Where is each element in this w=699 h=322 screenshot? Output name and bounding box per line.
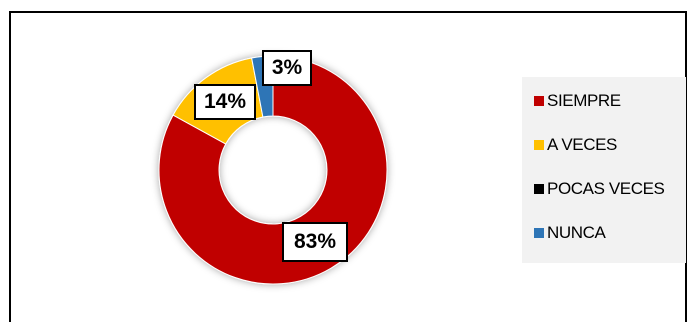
legend-swatch-pocas-veces bbox=[534, 184, 544, 194]
legend-item-nunca: NUNCA bbox=[534, 223, 606, 243]
legend-item-a-veces: A VECES bbox=[534, 135, 617, 155]
legend-swatch-a-veces bbox=[534, 140, 544, 150]
legend-swatch-nunca bbox=[534, 228, 544, 238]
data-label-nunca: 3% bbox=[262, 50, 312, 86]
legend-label-nunca: NUNCA bbox=[547, 223, 606, 242]
legend-label-pocas-veces: POCAS VECES bbox=[547, 179, 665, 198]
data-label-siempre: 83% bbox=[282, 222, 348, 262]
legend-label-a-veces: A VECES bbox=[547, 135, 617, 154]
legend-swatch-siempre bbox=[534, 96, 544, 106]
legend: SIEMPRE A VECES POCAS VECES NUNCA bbox=[522, 77, 686, 263]
legend-label-siempre: SIEMPRE bbox=[547, 91, 621, 110]
legend-item-pocas-veces: POCAS VECES bbox=[534, 179, 665, 199]
data-label-a-veces: 14% bbox=[194, 84, 256, 120]
legend-item-siempre: SIEMPRE bbox=[534, 91, 621, 111]
